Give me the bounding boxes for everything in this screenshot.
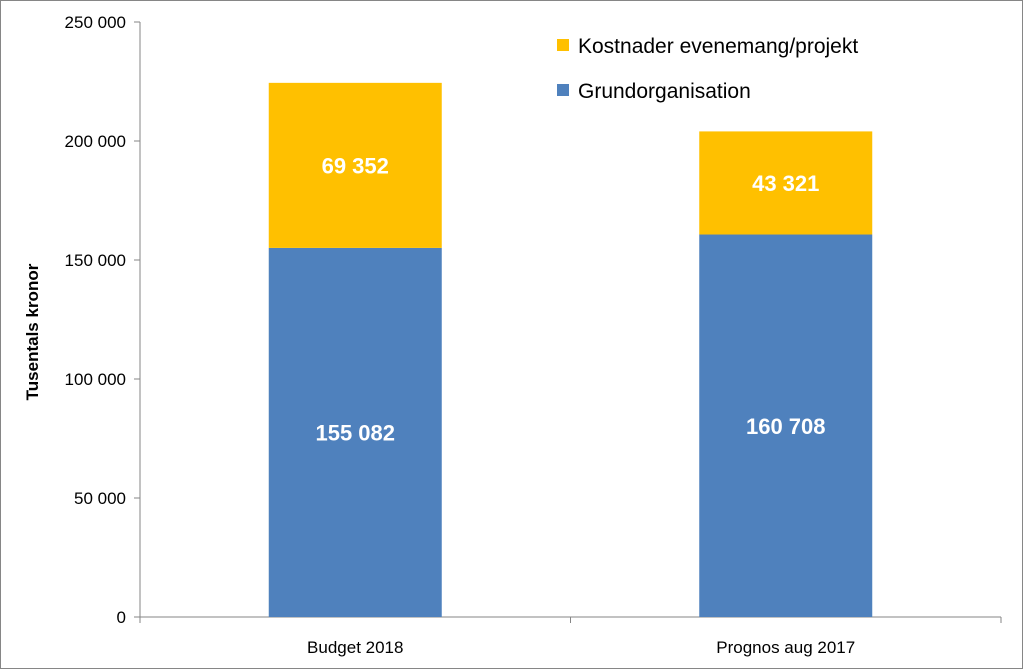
legend-swatch xyxy=(557,39,569,51)
data-label: 43 321 xyxy=(752,171,819,196)
y-tick-label: 100 000 xyxy=(65,370,126,389)
bar-segment xyxy=(268,247,442,617)
bar-segment xyxy=(699,131,873,235)
x-category-label: Budget 2018 xyxy=(307,638,403,657)
legend: Kostnader evenemang/projekt Grundorganisa… xyxy=(557,35,858,103)
y-tick-label: 150 000 xyxy=(65,251,126,270)
x-category-label: Prognos aug 2017 xyxy=(716,638,855,657)
legend-label: Grundorganisation xyxy=(578,80,751,103)
legend-swatch xyxy=(557,84,569,96)
bar-segment xyxy=(268,82,442,248)
legend-label: Kostnader evenemang/projekt xyxy=(578,35,858,58)
y-tick-label: 0 xyxy=(117,608,126,627)
y-tick-label: 50 000 xyxy=(74,489,126,508)
data-label: 155 082 xyxy=(315,420,395,445)
y-axis-label: Tusentals kronor xyxy=(23,263,42,400)
data-labels: 155 082 69 352 160 708 43 321 xyxy=(315,153,825,445)
data-label: 69 352 xyxy=(322,153,389,178)
axes: 0 50 000 100 000 150 000 200 000 250 000 Budge… xyxy=(65,13,1002,657)
bar-segment xyxy=(699,234,873,617)
y-tick-label: 250 000 xyxy=(65,13,126,32)
y-tick-label: 200 000 xyxy=(65,132,126,151)
data-label: 160 708 xyxy=(746,414,826,439)
bars xyxy=(268,82,873,617)
